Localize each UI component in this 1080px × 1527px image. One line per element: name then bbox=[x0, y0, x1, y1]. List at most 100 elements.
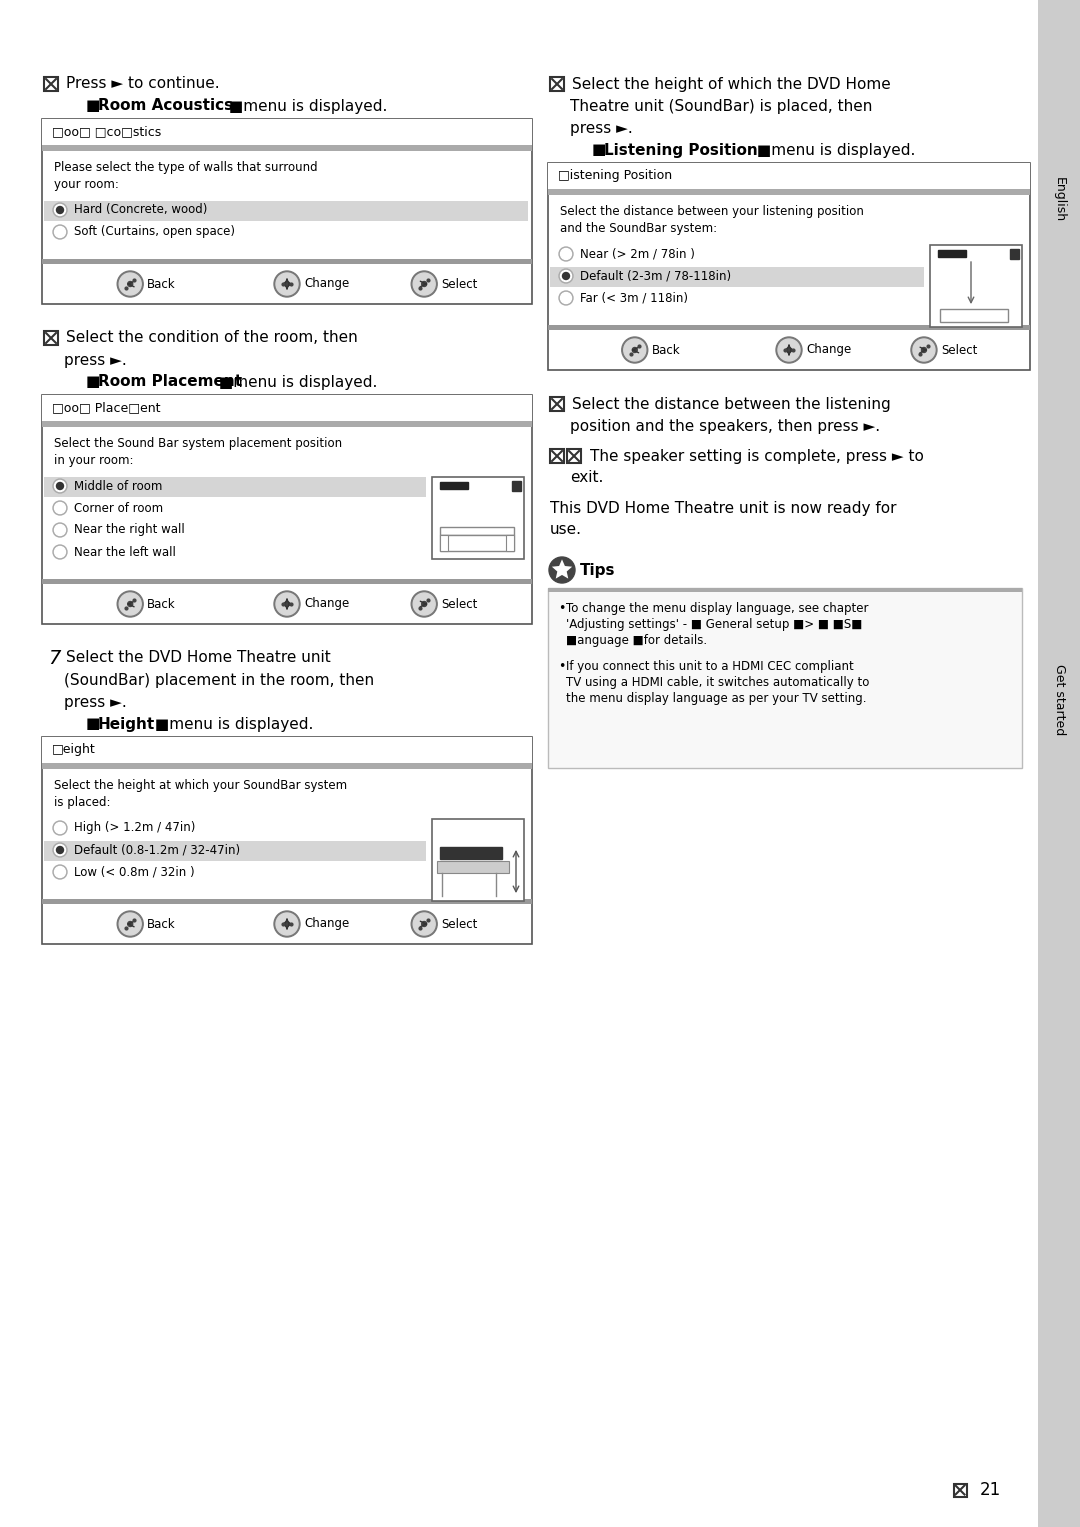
Circle shape bbox=[921, 348, 927, 353]
Bar bbox=[42, 579, 532, 583]
Bar bbox=[550, 267, 924, 287]
Text: Select the distance between the listening: Select the distance between the listenin… bbox=[572, 397, 891, 411]
Circle shape bbox=[54, 547, 66, 557]
Circle shape bbox=[276, 273, 298, 295]
Circle shape bbox=[53, 203, 67, 217]
Text: and the SoundBar system:: and the SoundBar system: bbox=[561, 221, 717, 235]
Text: Hard (Concrete, wood): Hard (Concrete, wood) bbox=[75, 203, 207, 217]
Circle shape bbox=[54, 844, 66, 855]
Bar bbox=[44, 476, 426, 496]
Text: (SoundBar) placement in the room, then: (SoundBar) placement in the room, then bbox=[64, 672, 374, 687]
Text: Near the left wall: Near the left wall bbox=[75, 545, 176, 559]
Circle shape bbox=[561, 249, 571, 260]
Circle shape bbox=[276, 913, 298, 935]
Bar bbox=[42, 764, 532, 770]
Text: Low (< 0.8m / 32in ): Low (< 0.8m / 32in ) bbox=[75, 866, 194, 878]
Circle shape bbox=[119, 273, 141, 295]
Bar bbox=[548, 189, 1030, 195]
Text: ■menu is displayed.: ■menu is displayed. bbox=[752, 142, 916, 157]
Circle shape bbox=[54, 866, 66, 878]
Bar bbox=[940, 308, 1008, 322]
Circle shape bbox=[632, 348, 637, 353]
Circle shape bbox=[411, 912, 437, 938]
Circle shape bbox=[411, 591, 437, 617]
Bar bbox=[42, 899, 532, 904]
Text: Height: Height bbox=[98, 716, 156, 731]
Circle shape bbox=[53, 843, 67, 857]
Text: □oo□ Place□ent: □oo□ Place□ent bbox=[52, 402, 161, 414]
Text: If you connect this unit to a HDMI CEC compliant: If you connect this unit to a HDMI CEC c… bbox=[566, 660, 854, 673]
Bar bbox=[1038, 0, 1080, 1527]
Circle shape bbox=[778, 339, 800, 360]
Text: Change: Change bbox=[303, 918, 349, 930]
Circle shape bbox=[53, 545, 67, 559]
Text: ■: ■ bbox=[86, 99, 105, 113]
Circle shape bbox=[54, 205, 66, 215]
Text: High (> 1.2m / 47in): High (> 1.2m / 47in) bbox=[75, 822, 195, 834]
Text: press ►.: press ►. bbox=[64, 695, 126, 710]
Bar bbox=[42, 260, 532, 264]
Circle shape bbox=[53, 822, 67, 835]
Text: the menu display language as per your TV setting.: the menu display language as per your TV… bbox=[566, 692, 866, 705]
Text: ■menu is displayed.: ■menu is displayed. bbox=[224, 99, 388, 113]
Circle shape bbox=[54, 823, 66, 834]
Text: Back: Back bbox=[651, 344, 680, 356]
Bar bbox=[42, 145, 532, 151]
Text: is placed:: is placed: bbox=[54, 796, 110, 809]
Bar bbox=[44, 202, 528, 221]
Text: English: English bbox=[1053, 177, 1066, 223]
Text: press ►.: press ►. bbox=[570, 121, 633, 136]
Circle shape bbox=[421, 281, 427, 287]
Circle shape bbox=[561, 270, 571, 281]
Circle shape bbox=[53, 479, 67, 493]
Circle shape bbox=[53, 524, 67, 538]
Circle shape bbox=[913, 339, 935, 360]
Bar bbox=[432, 818, 524, 901]
Text: your room:: your room: bbox=[54, 179, 119, 191]
Bar bbox=[44, 76, 58, 92]
Text: Please select the type of walls that surround: Please select the type of walls that sur… bbox=[54, 160, 318, 174]
Circle shape bbox=[56, 483, 64, 490]
Text: Tips: Tips bbox=[580, 562, 616, 577]
Circle shape bbox=[414, 592, 435, 615]
Text: Select the height of which the DVD Home: Select the height of which the DVD Home bbox=[572, 76, 891, 92]
Circle shape bbox=[559, 292, 573, 305]
Bar bbox=[440, 534, 514, 551]
Bar bbox=[42, 395, 532, 421]
Text: ■: ■ bbox=[86, 374, 105, 389]
Text: Back: Back bbox=[147, 918, 176, 930]
Text: Default (2-3m / 78-118in): Default (2-3m / 78-118in) bbox=[580, 269, 731, 282]
Bar bbox=[42, 738, 532, 764]
Text: □eight: □eight bbox=[52, 744, 96, 756]
Circle shape bbox=[119, 913, 141, 935]
Circle shape bbox=[118, 270, 144, 296]
Text: Soft (Curtains, open space): Soft (Curtains, open space) bbox=[75, 226, 235, 238]
Circle shape bbox=[559, 247, 573, 261]
Circle shape bbox=[56, 206, 64, 214]
Circle shape bbox=[284, 281, 289, 287]
Text: Select the height at which your SoundBar system: Select the height at which your SoundBar… bbox=[54, 779, 347, 793]
Circle shape bbox=[549, 557, 575, 583]
Circle shape bbox=[54, 502, 66, 513]
Circle shape bbox=[119, 592, 141, 615]
Text: ■anguage ■for details.: ■anguage ■for details. bbox=[566, 634, 707, 647]
Bar bbox=[1010, 249, 1020, 260]
Circle shape bbox=[54, 226, 66, 238]
Text: Listening Position: Listening Position bbox=[604, 142, 758, 157]
Text: Theatre unit (SoundBar) is placed, then: Theatre unit (SoundBar) is placed, then bbox=[570, 99, 873, 113]
Text: position and the speakers, then press ►.: position and the speakers, then press ►. bbox=[570, 418, 880, 434]
Bar bbox=[930, 244, 1022, 327]
Polygon shape bbox=[552, 559, 572, 579]
Circle shape bbox=[284, 921, 289, 927]
Bar bbox=[507, 534, 514, 551]
Text: ■: ■ bbox=[86, 716, 105, 731]
Text: Middle of room: Middle of room bbox=[75, 479, 162, 493]
Text: use.: use. bbox=[550, 522, 582, 538]
Text: in your room:: in your room: bbox=[54, 454, 134, 467]
Circle shape bbox=[421, 602, 427, 606]
Circle shape bbox=[561, 293, 571, 304]
Text: Select: Select bbox=[442, 597, 477, 611]
Text: Corner of room: Corner of room bbox=[75, 501, 163, 515]
Text: Change: Change bbox=[806, 344, 851, 356]
Circle shape bbox=[411, 270, 437, 296]
